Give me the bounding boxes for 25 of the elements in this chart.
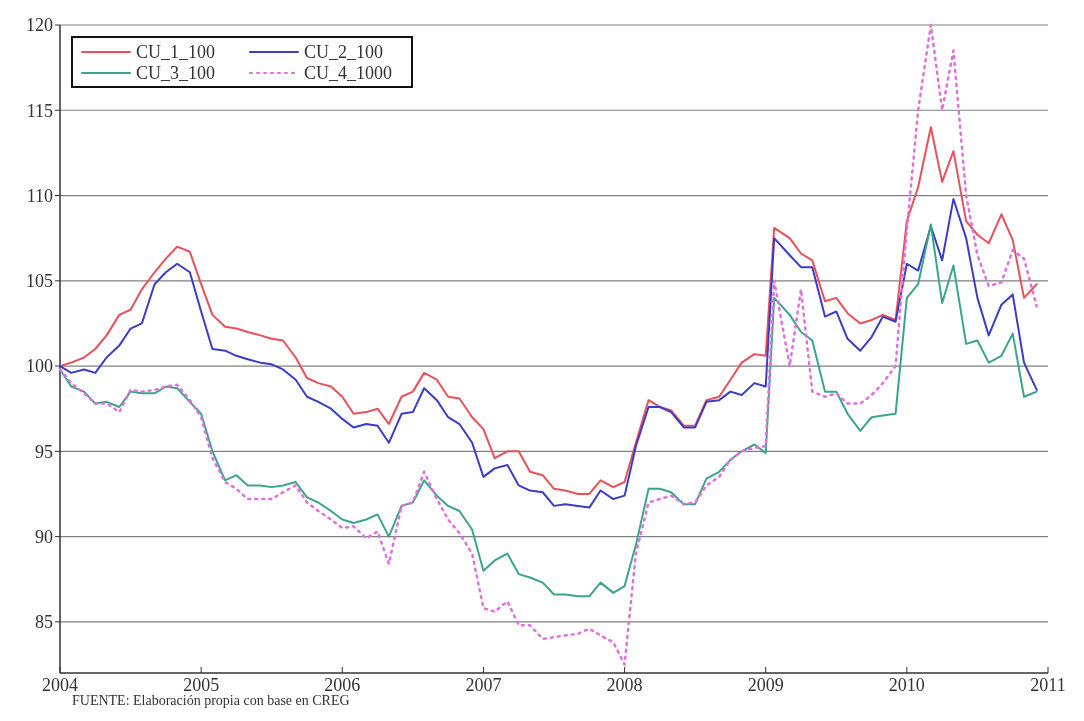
source-note: FUENTE: Elaboración propia con base en CREG [72, 693, 350, 708]
x-tick-label: 2007 [465, 675, 502, 695]
y-tick-label: 105 [26, 271, 53, 292]
line-series [59, 223, 1038, 598]
y-tick-label: 90 [35, 526, 53, 547]
y-tick-label: 95 [35, 441, 53, 462]
line-series [58, 23, 1038, 666]
y-tick-label: 85 [35, 612, 53, 633]
y-tick-label: 120 [26, 15, 53, 36]
x-tick-label: 2004 [42, 675, 78, 695]
legend-label: CU_4_1000 [304, 63, 393, 84]
x-tick-label: 2008 [606, 675, 643, 695]
legend-label: CU_1_100 [136, 42, 216, 63]
y-tick-label: 115 [26, 100, 53, 121]
line-series [59, 126, 1038, 495]
x-tick-label: 2010 [888, 675, 925, 695]
y-tick-label: 100 [26, 356, 53, 377]
legend-label: CU_2_100 [304, 42, 384, 63]
legend-label: CU_3_100 [136, 63, 216, 84]
x-tick-label: 2005 [183, 675, 220, 695]
x-tick-label: 2011 [1030, 675, 1066, 695]
line-series [59, 197, 1038, 509]
y-tick-label: 110 [26, 185, 53, 206]
x-tick-label: 2009 [747, 675, 784, 695]
x-tick-label: 2006 [324, 675, 361, 695]
